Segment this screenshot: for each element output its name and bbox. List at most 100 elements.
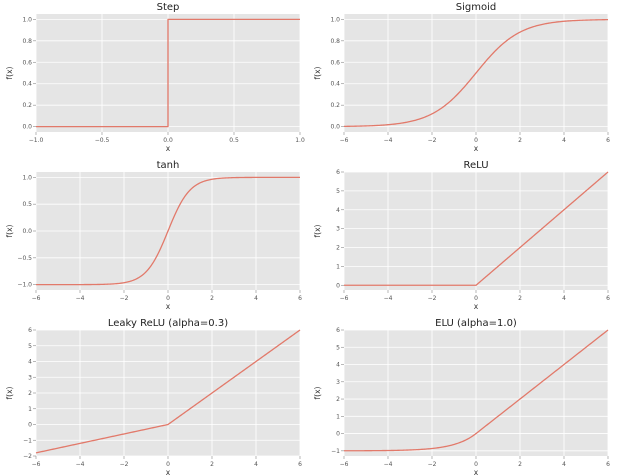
series-line-sigmoid bbox=[343, 18, 609, 128]
y-axis-label: f(x) bbox=[5, 224, 14, 237]
y-tick-label: 1 bbox=[28, 406, 32, 413]
y-tick-label: −0.5 bbox=[17, 255, 32, 262]
x-tick-label: 0.0 bbox=[163, 137, 173, 144]
y-axis-label: f(x) bbox=[313, 66, 322, 79]
x-tick-label: 4 bbox=[254, 461, 258, 468]
x-tick-label: −4 bbox=[384, 295, 393, 302]
x-tick-label: −6 bbox=[32, 295, 41, 302]
x-tick-label: −4 bbox=[76, 461, 85, 468]
chart-elu: −6 −4 −2 0 2 4 6 −1 0 1 2 3 4 5 6 ELU (alpha=1.0) x f(x) bbox=[313, 318, 610, 475]
x-tick-label: 0 bbox=[474, 461, 478, 468]
x-axis-label: x bbox=[474, 302, 479, 311]
y-tick-label: 0 bbox=[336, 431, 340, 438]
y-tick-label: −1 bbox=[23, 437, 32, 444]
x-tick-label: −4 bbox=[76, 295, 85, 302]
y-tick-label: 0 bbox=[28, 422, 32, 429]
x-axis-label: x bbox=[166, 302, 171, 311]
y-tick-label: −1 bbox=[331, 448, 340, 455]
y-tick-label: 0.8 bbox=[22, 38, 32, 45]
y-tick-label: 4 bbox=[28, 359, 32, 366]
y-tick-label: 0.0 bbox=[22, 228, 32, 235]
x-tick-label: −6 bbox=[32, 461, 41, 468]
y-tick-label: 0.4 bbox=[330, 81, 340, 88]
x-tick-label: −2 bbox=[120, 295, 129, 302]
series-line-elu bbox=[344, 329, 609, 452]
chart-step: −1.0 −0.5 0.0 0.5 1.0 0.0 0.2 0.4 0.6 0.8 1.0 Step x… bbox=[5, 2, 305, 153]
x-tick-label: −1.0 bbox=[29, 137, 44, 144]
y-tick-label: 2 bbox=[336, 396, 340, 403]
x-tick-label: 6 bbox=[298, 295, 302, 302]
x-tick-label: 4 bbox=[254, 295, 258, 302]
chart-sigmoid: −6 −4 −2 0 2 4 6 0.0 0.2 0.4 0.6 0.8 1.0 Sigmoid x f(x) bbox=[313, 2, 610, 153]
series-line-relu bbox=[344, 171, 609, 286]
y-tick-label: 1.0 bbox=[22, 174, 32, 181]
y-tick-label: 0.0 bbox=[22, 124, 32, 131]
y-tick-label: 3 bbox=[28, 374, 32, 381]
x-tick-label: −2 bbox=[428, 137, 437, 144]
x-tick-label: −2 bbox=[428, 295, 437, 302]
y-tick-label: 0.2 bbox=[330, 102, 340, 109]
y-tick-label: 0.2 bbox=[22, 102, 32, 109]
series-line-step bbox=[36, 18, 300, 128]
x-tick-label: 0 bbox=[166, 461, 170, 468]
x-tick-label: −2 bbox=[428, 461, 437, 468]
x-tick-label: 6 bbox=[606, 295, 610, 302]
x-tick-label: 2 bbox=[210, 461, 214, 468]
x-tick-label: 4 bbox=[562, 461, 566, 468]
x-axis-label: x bbox=[166, 468, 171, 475]
y-tick-label: 6 bbox=[336, 327, 340, 334]
chart-title: ELU (alpha=1.0) bbox=[435, 318, 517, 329]
chart-relu: −6 −4 −2 0 2 4 6 0 1 2 3 4 5 6 ReLU x f(x) bbox=[313, 160, 610, 311]
y-tick-label: 2 bbox=[28, 390, 32, 397]
x-tick-label: 1.0 bbox=[295, 137, 305, 144]
x-tick-label: 0 bbox=[474, 295, 478, 302]
x-tick-label: 0 bbox=[166, 295, 170, 302]
x-tick-label: 2 bbox=[518, 137, 522, 144]
y-axis-label: f(x) bbox=[5, 66, 14, 79]
y-tick-label: 4 bbox=[336, 207, 340, 214]
y-tick-label: −1.0 bbox=[17, 282, 32, 289]
y-tick-label: 5 bbox=[336, 188, 340, 195]
y-tick-label: 0.5 bbox=[22, 201, 32, 208]
chart-leaky-relu: −6 −4 −2 0 2 4 6 −2 −1 0 1 2 3 4 5 6 Leaky ReLU (alpha=0… bbox=[5, 318, 302, 475]
y-tick-label: 0.4 bbox=[22, 81, 32, 88]
y-tick-label: 0.8 bbox=[330, 38, 340, 45]
x-tick-label: 6 bbox=[606, 137, 610, 144]
y-tick-label: 1 bbox=[336, 413, 340, 420]
x-tick-label: 4 bbox=[562, 295, 566, 302]
y-tick-label: −2 bbox=[23, 453, 32, 460]
chart-title: Sigmoid bbox=[456, 2, 496, 13]
y-axis-label: f(x) bbox=[313, 386, 322, 399]
y-axis-label: f(x) bbox=[5, 386, 14, 399]
y-tick-label: 3 bbox=[336, 379, 340, 386]
y-tick-label: 0.6 bbox=[22, 59, 32, 66]
y-tick-label: 3 bbox=[336, 226, 340, 233]
x-axis-label: x bbox=[474, 144, 479, 153]
series-line-leaky-relu bbox=[35, 329, 301, 454]
chart-title: Leaky ReLU (alpha=0.3) bbox=[108, 318, 228, 329]
y-tick-label: 6 bbox=[28, 327, 32, 334]
chart-title: tanh bbox=[157, 160, 180, 171]
x-tick-label: −6 bbox=[340, 137, 349, 144]
x-tick-label: 2 bbox=[518, 295, 522, 302]
x-axis-label: x bbox=[166, 144, 171, 153]
y-tick-label: 0.6 bbox=[330, 59, 340, 66]
y-tick-label: 6 bbox=[336, 169, 340, 176]
x-tick-label: −0.5 bbox=[95, 137, 110, 144]
y-tick-label: 5 bbox=[336, 344, 340, 351]
x-tick-label: −2 bbox=[120, 461, 129, 468]
x-tick-label: 2 bbox=[518, 461, 522, 468]
x-tick-label: −4 bbox=[384, 461, 393, 468]
series-line-tanh bbox=[36, 176, 300, 286]
y-tick-label: 1.0 bbox=[22, 16, 32, 23]
x-axis-label: x bbox=[474, 468, 479, 475]
x-tick-label: −4 bbox=[384, 137, 393, 144]
y-tick-label: 1.0 bbox=[330, 16, 340, 23]
x-tick-label: 0.5 bbox=[229, 137, 239, 144]
y-tick-label: 0 bbox=[336, 282, 340, 289]
y-axis-label: f(x) bbox=[313, 224, 322, 237]
y-tick-label: 2 bbox=[336, 245, 340, 252]
y-tick-label: 5 bbox=[28, 343, 32, 350]
x-tick-label: 2 bbox=[210, 295, 214, 302]
